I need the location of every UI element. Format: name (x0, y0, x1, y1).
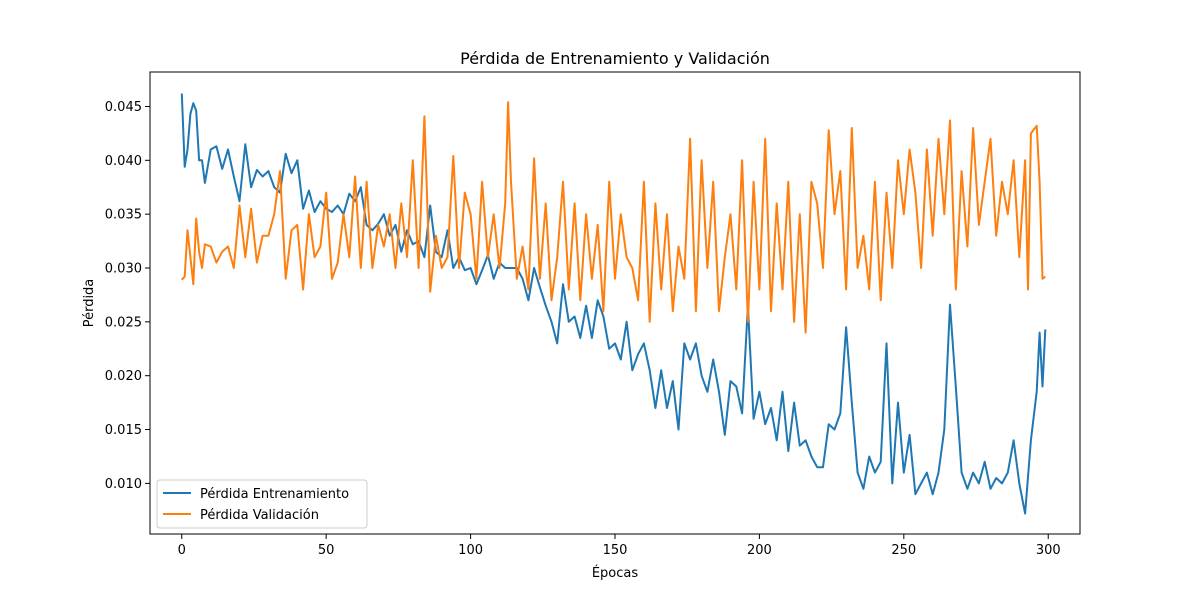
legend-label-validation: Pérdida Validación (200, 508, 319, 523)
y-tick-label: 0.020 (105, 369, 142, 384)
y-tick-label: 0.035 (105, 208, 142, 223)
x-tick-label: 50 (318, 543, 335, 558)
x-tick-label: 300 (1036, 543, 1061, 558)
legend: Pérdida Entrenamiento Pérdida Validación (156, 479, 368, 529)
y-tick-label: 0.015 (105, 423, 142, 438)
legend-box (156, 479, 368, 529)
y-tick-label: 0.025 (105, 315, 142, 330)
series-line-training (180, 93, 1047, 515)
x-axis: 0 50 100 150 200 250 300 (178, 534, 1061, 558)
y-tick-label: 0.030 (105, 262, 142, 277)
y-tick-label: 0.045 (105, 100, 142, 115)
x-tick-label: 150 (603, 543, 628, 558)
series-line-validation (181, 101, 1046, 334)
y-axis: 0.010 0.015 0.020 0.025 0.030 0.035 0.040 0.045 (105, 100, 150, 492)
series-layer (180, 93, 1047, 515)
plot-area (150, 72, 1080, 534)
chart-title: Pérdida de Entrenamiento y Validación (460, 49, 770, 68)
legend-label-training: Pérdida Entrenamiento (200, 487, 349, 502)
y-tick-label: 0.040 (105, 154, 142, 169)
plot-frame (149, 71, 1081, 535)
x-axis-title: Épocas (592, 565, 639, 581)
y-axis-title: Pérdida (82, 279, 97, 328)
x-tick-label: 0 (178, 543, 186, 558)
x-tick-label: 100 (458, 543, 483, 558)
y-tick-label: 0.010 (105, 477, 142, 492)
x-tick-label: 200 (747, 543, 772, 558)
x-tick-label: 250 (891, 543, 916, 558)
